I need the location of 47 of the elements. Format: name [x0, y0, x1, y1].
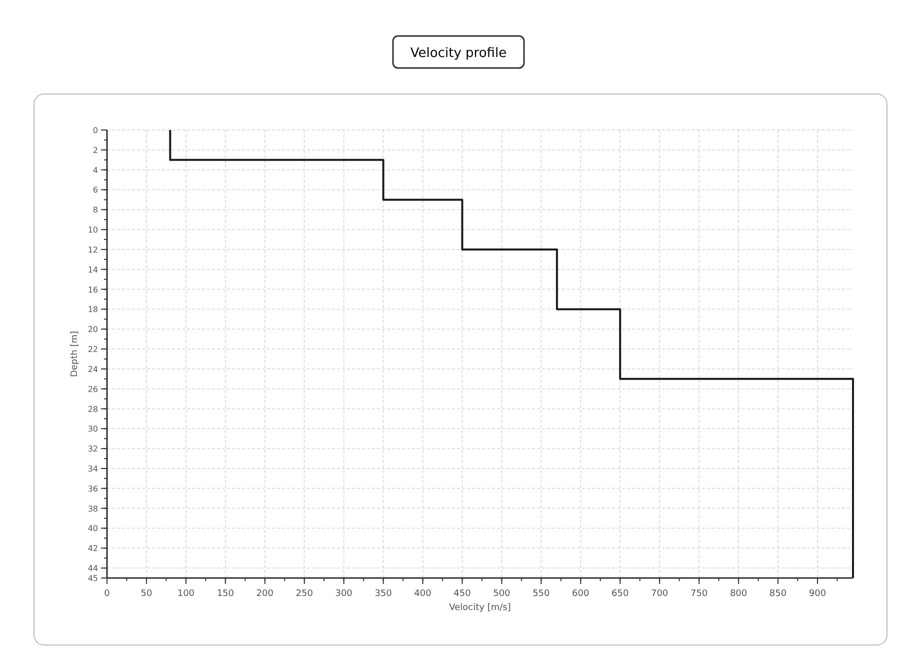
- y-tick-label: 32: [88, 444, 98, 454]
- x-tick-label: 550: [532, 589, 550, 599]
- y-tick-label: 38: [88, 504, 98, 514]
- y-tick-label: 16: [88, 285, 98, 294]
- y-tick-label: 34: [88, 464, 98, 474]
- y-axis-title: Depth [m]: [70, 330, 80, 378]
- x-tick-label: 150: [216, 589, 234, 599]
- x-tick-label: 250: [296, 589, 314, 599]
- x-tick-label: 400: [414, 589, 432, 599]
- x-tick-label: 900: [808, 589, 826, 599]
- y-tick-label: 40: [88, 524, 98, 534]
- x-tick-label: 750: [690, 589, 708, 599]
- x-tick-label: 800: [730, 589, 748, 599]
- y-tick-label: 0: [92, 126, 98, 135]
- y-tick-label: 28: [88, 404, 98, 414]
- y-tick-label: 24: [88, 364, 98, 374]
- y-tick-label: 14: [88, 265, 98, 274]
- chart-title: Velocity profile: [410, 46, 507, 61]
- y-tick-label: 42: [88, 544, 98, 554]
- x-tick-label: 450: [454, 589, 472, 599]
- y-tick-label: 6: [92, 186, 98, 195]
- y-tick-label: 36: [88, 484, 98, 494]
- y-tick-label: 2: [92, 146, 98, 155]
- y-tick-label: 22: [88, 345, 98, 354]
- x-tick-label: 0: [104, 589, 110, 599]
- x-tick-label: 300: [335, 589, 353, 599]
- x-tick-label: 50: [140, 589, 152, 599]
- y-tick-label: 18: [88, 305, 98, 314]
- y-tick-label: 8: [92, 206, 98, 215]
- line-series: [169, 129, 854, 579]
- y-tick-label: 44: [88, 564, 98, 574]
- x-tick-label: 700: [651, 589, 668, 599]
- x-tick-label: 600: [572, 589, 590, 599]
- x-tick-label: 350: [374, 589, 392, 599]
- x-tick-label: 200: [256, 589, 274, 599]
- y-tick-label: 45: [88, 574, 98, 583]
- y-tick-label: 30: [88, 424, 98, 434]
- x-axis-title: Velocity [m/s]: [449, 603, 511, 613]
- x-tick-label: 500: [493, 589, 511, 599]
- y-tick-label: 20: [88, 325, 98, 334]
- y-tick-label: 26: [88, 384, 98, 394]
- x-tick-label: 100: [177, 589, 195, 599]
- x-tick-label: 650: [612, 589, 629, 599]
- y-tick-label: 12: [88, 245, 98, 254]
- y-tick-label: 4: [92, 166, 98, 175]
- x-tick-label: 850: [769, 589, 787, 599]
- y-tick-label: 10: [88, 226, 98, 235]
